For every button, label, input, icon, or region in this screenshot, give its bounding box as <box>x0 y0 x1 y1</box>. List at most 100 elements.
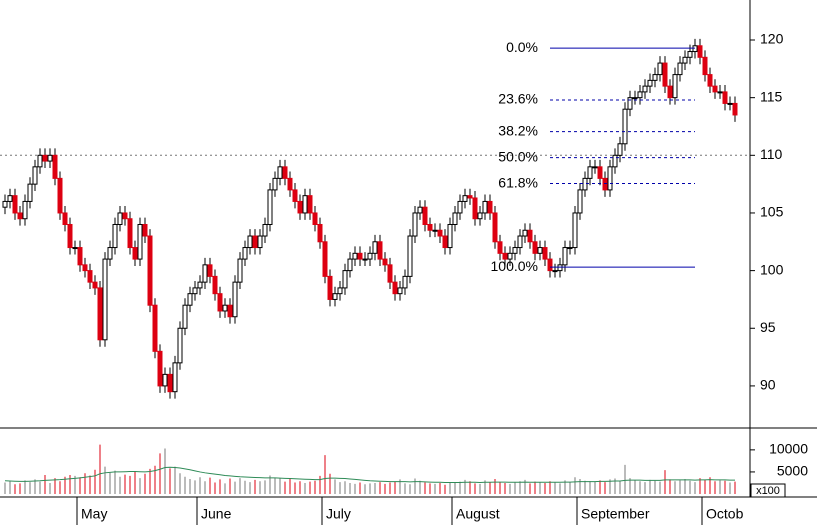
candle-body <box>202 264 208 283</box>
candle-body <box>667 85 673 99</box>
x-tick-label: August <box>456 506 500 522</box>
candle-body <box>92 281 98 289</box>
candle-body <box>232 281 238 318</box>
candle-body <box>382 258 388 266</box>
candle-body <box>112 223 118 249</box>
candle-body <box>97 287 103 341</box>
candle-body <box>447 223 453 249</box>
candle-body <box>167 373 173 393</box>
volume-tick-label: 10000 <box>769 441 808 457</box>
candle-body <box>672 74 678 99</box>
candle-body <box>282 166 288 179</box>
candle-body <box>312 212 318 225</box>
candle-body <box>2 200 8 208</box>
candle-body <box>387 264 393 283</box>
fib-label: 0.0% <box>506 39 538 55</box>
candle-body <box>492 212 498 243</box>
x-tick-label: September <box>581 506 650 522</box>
candle-body <box>457 200 463 214</box>
candle-body <box>367 252 373 260</box>
candle-body <box>247 235 253 249</box>
candle-body <box>217 293 223 312</box>
candle-body <box>32 166 38 185</box>
candle-body <box>137 223 143 260</box>
candle-body <box>72 247 78 250</box>
candle-body <box>462 195 468 202</box>
candle-body <box>442 235 448 249</box>
candle-body <box>267 189 273 225</box>
unit-box <box>750 483 786 498</box>
candle-body <box>257 235 263 249</box>
candle-body <box>27 183 33 202</box>
candle-body <box>17 212 23 220</box>
y-tick-label: 120 <box>760 31 784 47</box>
candle-body <box>622 108 628 145</box>
candle-body <box>612 154 618 168</box>
candle-body <box>407 235 413 277</box>
candle-body <box>102 258 108 341</box>
candle-body <box>657 62 663 76</box>
candle-body <box>432 229 438 232</box>
candle-body <box>57 177 63 214</box>
candle-body <box>347 258 353 272</box>
candle-body <box>642 85 648 93</box>
candle-body <box>207 264 213 277</box>
candle-body <box>682 56 688 64</box>
fib-label: 50.0% <box>498 148 538 164</box>
volume-tick-label: 5000 <box>777 463 808 479</box>
candle-body <box>292 189 298 202</box>
candle-body <box>572 212 578 249</box>
y-tick-label: 90 <box>760 377 776 393</box>
y-tick-label: 105 <box>760 204 784 220</box>
x-tick-label: July <box>326 506 351 522</box>
candle-body <box>142 223 148 237</box>
candle-body <box>697 45 703 58</box>
candle-body <box>637 91 643 99</box>
candle-body <box>37 154 43 168</box>
y-tick-label: 100 <box>760 261 784 277</box>
candle-body <box>172 362 178 393</box>
candle-body <box>412 212 418 237</box>
candle-body <box>22 200 28 220</box>
candle-body <box>117 212 123 225</box>
candle-body <box>702 56 708 76</box>
candle-body <box>242 247 248 260</box>
candle-body <box>502 252 508 260</box>
candle-body <box>402 275 408 289</box>
candle-body <box>77 247 83 266</box>
volume-unit: x100 <box>756 485 780 497</box>
candle-body <box>602 177 608 191</box>
candle-body <box>357 252 363 260</box>
candle-body <box>587 166 593 179</box>
candle-body <box>332 293 338 300</box>
candle-body <box>427 223 433 231</box>
candle-body <box>7 195 13 202</box>
candle-body <box>177 327 183 364</box>
candle-body <box>507 252 513 260</box>
candle-body <box>122 212 128 220</box>
y-tick-label: 95 <box>760 319 776 335</box>
candle-body <box>422 206 428 225</box>
candle-body <box>557 264 563 272</box>
candle-body <box>252 235 258 249</box>
candle-body <box>472 197 478 220</box>
candle-body <box>692 45 698 53</box>
candle-body <box>607 166 613 191</box>
candle-body <box>212 275 218 295</box>
candle-body <box>597 166 603 179</box>
candle-body <box>417 206 423 214</box>
candle-body <box>707 74 713 87</box>
candle-body <box>482 200 488 214</box>
candle-body <box>157 350 163 387</box>
candle-body <box>127 218 133 249</box>
candle-body <box>12 195 18 214</box>
candle-body <box>717 91 723 94</box>
candle-body <box>567 247 573 250</box>
candle-body <box>397 287 403 295</box>
candle-body <box>562 247 568 266</box>
candle-body <box>87 270 93 283</box>
candle-body <box>497 241 503 254</box>
candle-body <box>677 62 683 76</box>
candle-body <box>617 143 623 156</box>
